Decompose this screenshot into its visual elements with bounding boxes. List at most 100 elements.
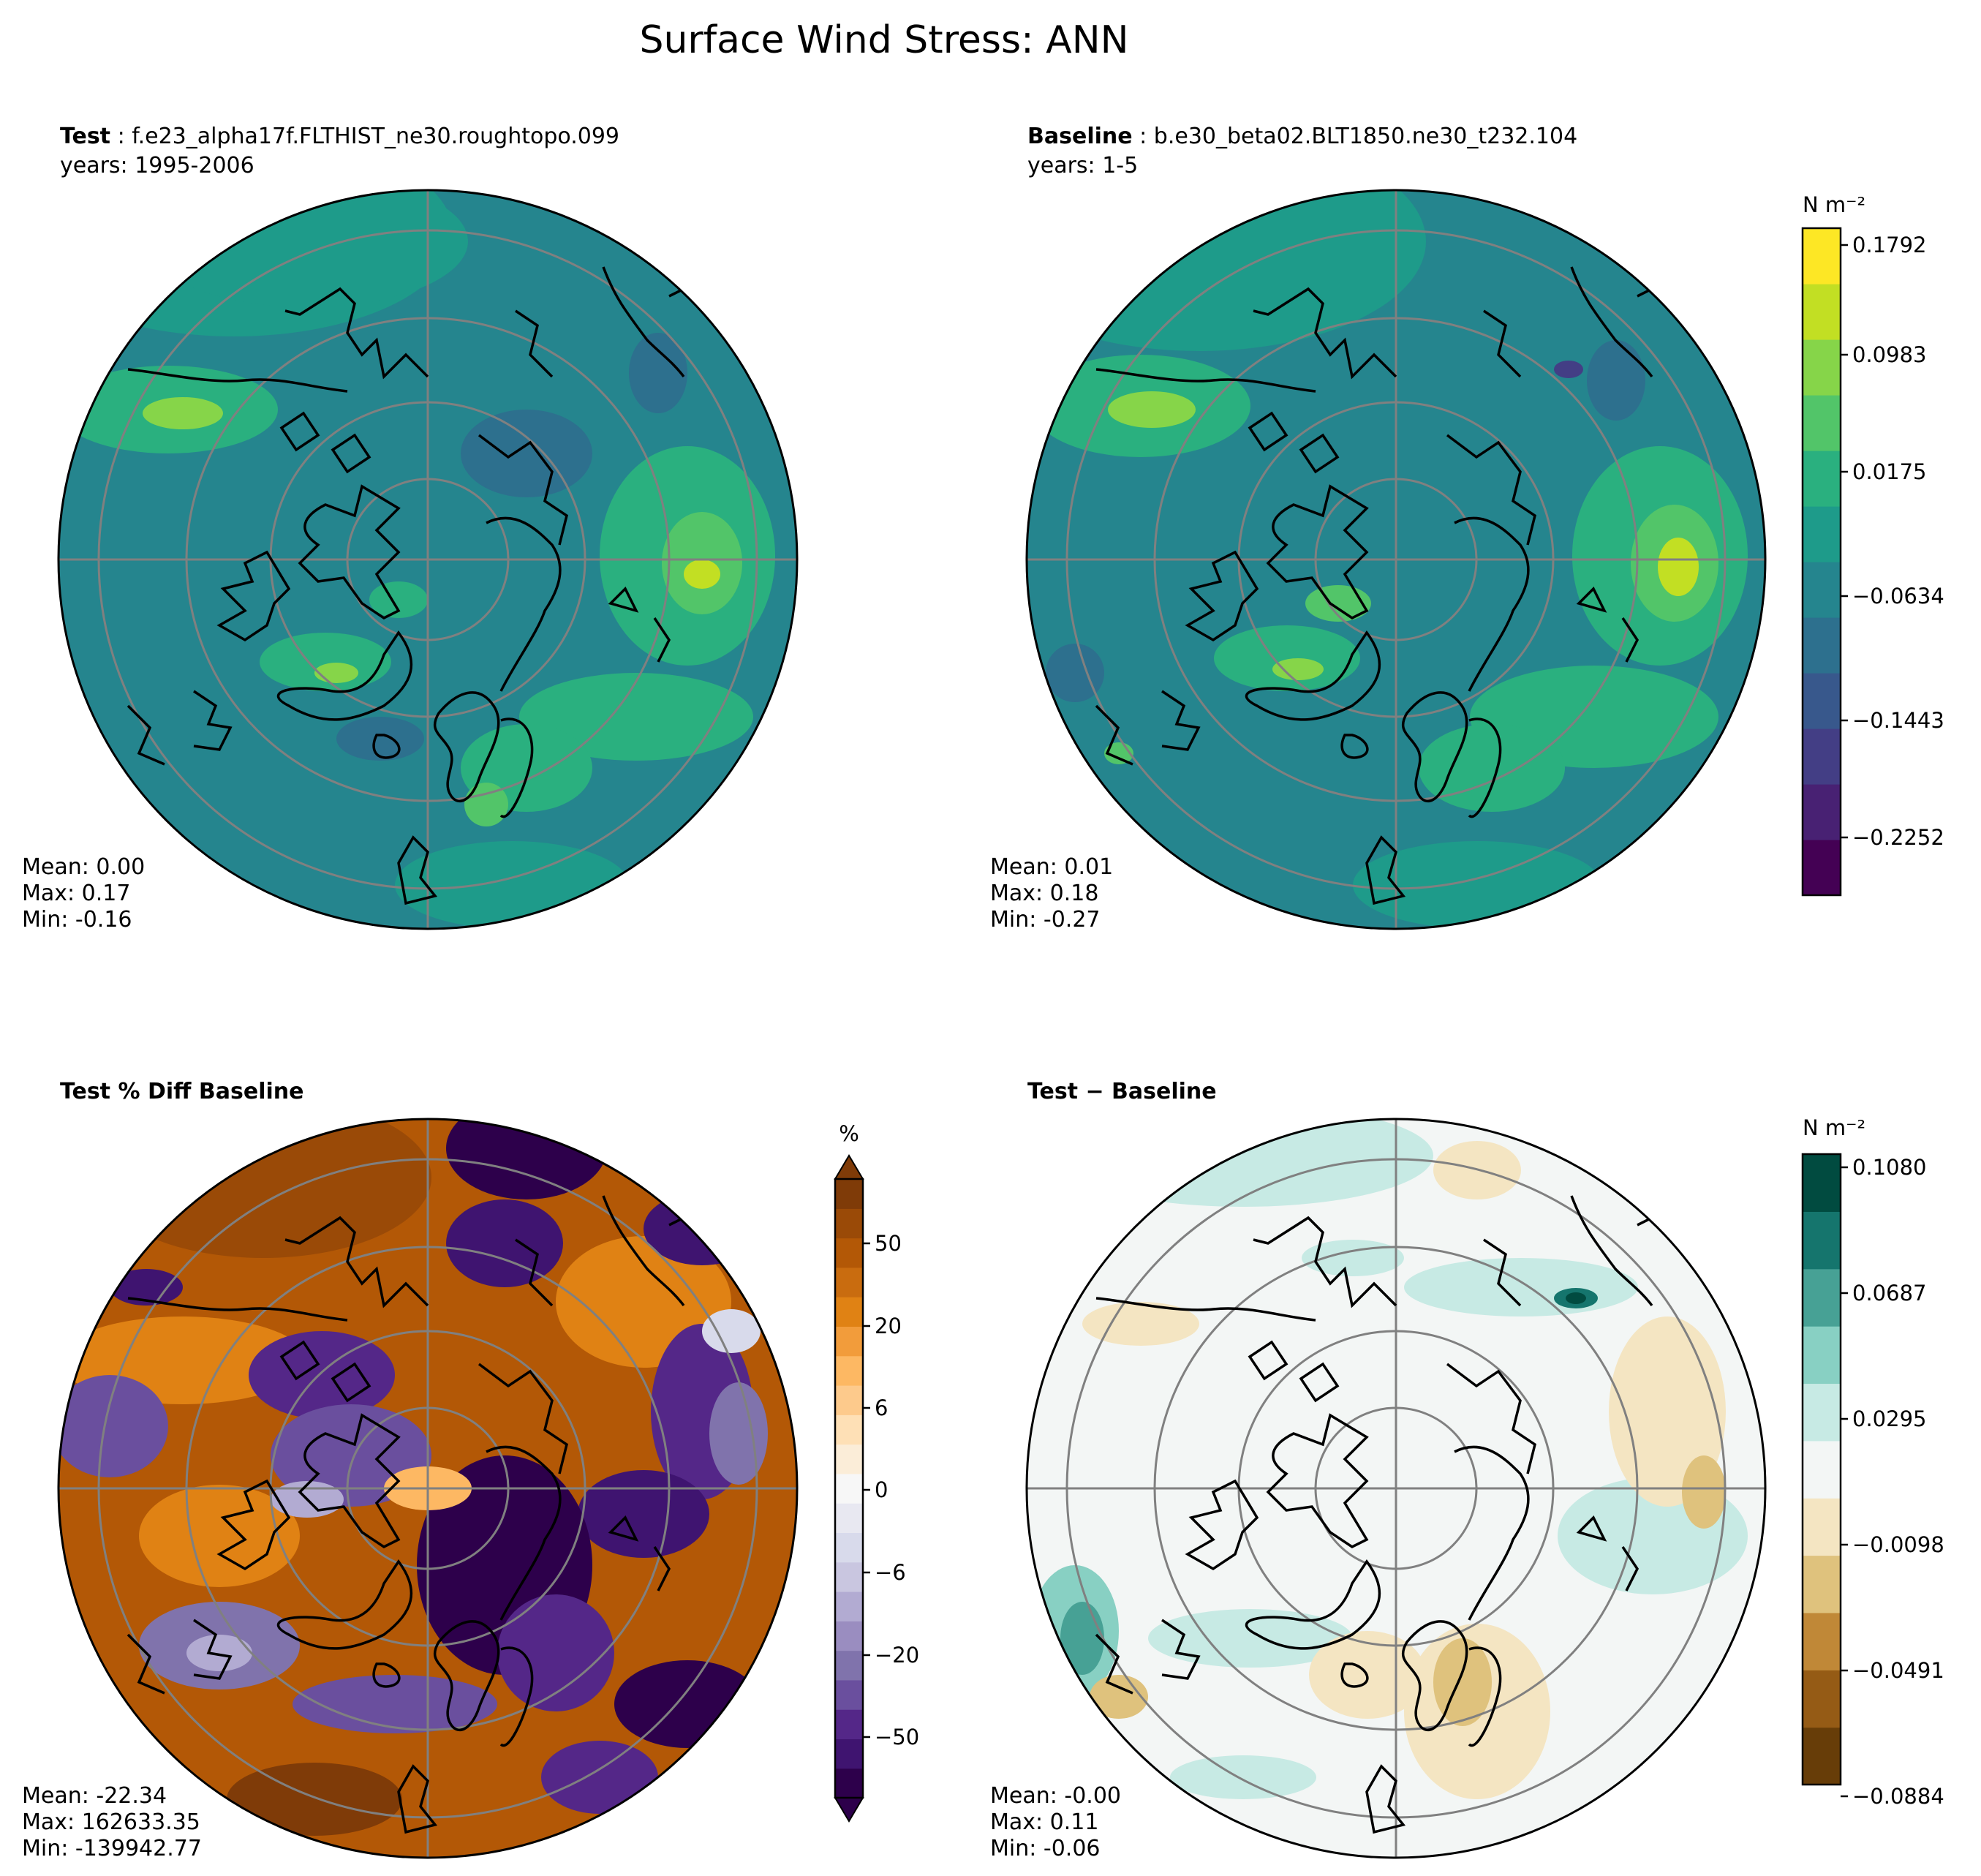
colorbar-pct-swatch: [835, 1267, 863, 1297]
colorbar-diff-swatch: [1803, 1670, 1841, 1728]
colorbar-diff-swatch: [1803, 1211, 1841, 1270]
colorbar-pct-swatch: [835, 1297, 863, 1327]
diff-stat-max: Max: 0.11: [990, 1809, 1098, 1835]
baseline-stat-max: Max: 0.18: [990, 881, 1098, 906]
colorbar-diff-swatch: [1803, 1612, 1841, 1670]
baseline-case: b.e30_beta02.BLT1850.ne30_t232.104: [1154, 124, 1577, 149]
colorbar-pct-swatch: [835, 1326, 863, 1357]
colorbar-main-swatch: [1803, 784, 1841, 840]
colorbar-pct-tick-label: 6: [875, 1395, 888, 1420]
test-title: Test : f.e23_alpha17f.FLTHIST_ne30.rough…: [60, 124, 619, 149]
colorbar-main-tick-label: −0.0634: [1852, 584, 1944, 609]
colorbar-main-unit: N m⁻²: [1803, 192, 1865, 217]
colorbar-diff-swatch: [1803, 1326, 1841, 1385]
colorbar-pct-tick-label: 20: [875, 1314, 902, 1338]
colorbar-diff-tick-label: 0.0295: [1852, 1406, 1926, 1431]
colorbar-pct-swatch: [835, 1621, 863, 1651]
colorbar-main-tick-label: −0.2252: [1852, 825, 1944, 850]
colorbar-pct: % 50 20 6 0 −6 −20 −50: [834, 1121, 919, 1823]
colorbar-main-swatch: [1803, 673, 1841, 729]
colorbar-pct-swatch: [835, 1650, 863, 1681]
colorbar-pct-tick-label: −50: [875, 1725, 919, 1749]
colorbar-pct-swatch: [835, 1179, 863, 1209]
test-label: Test: [60, 124, 110, 149]
colorbar-pct-swatch: [835, 1768, 863, 1798]
colorbar-main-swatch: [1803, 840, 1841, 896]
panel-pctdiff: Test % Diff Baseline: [22, 1079, 799, 1861]
colorbar-main-swatch: [1803, 339, 1841, 396]
baseline-stat-min: Min: -0.27: [990, 907, 1101, 933]
colorbar-diff-swatch: [1803, 1383, 1841, 1442]
colorbar-diff-tick-label: −0.0098: [1852, 1532, 1944, 1557]
colorbar-pct-tick-label: 50: [875, 1231, 902, 1256]
colorbar-pct-swatch: [835, 1503, 863, 1534]
colorbar-pct-swatch: [835, 1444, 863, 1474]
colorbar-pct-swatch: [835, 1532, 863, 1563]
colorbar-main-tick-label: 0.0175: [1852, 459, 1926, 484]
test-years: years: 1995-2006: [60, 153, 254, 178]
diff-stat-min: Min: -0.06: [990, 1836, 1101, 1861]
colorbar-pct-swatch: [835, 1473, 863, 1504]
pctdiff-stat-mean: Mean: -22.34: [22, 1783, 167, 1809]
colorbar-main-swatch: [1803, 506, 1841, 562]
colorbar-main-swatch: [1803, 395, 1841, 451]
baseline-stat-mean: Mean: 0.01: [990, 854, 1113, 880]
colorbar-pct-swatch: [835, 1738, 863, 1769]
pctdiff-title: Test % Diff Baseline: [60, 1079, 304, 1104]
baseline-years: years: 1-5: [1027, 153, 1138, 178]
diff-stat-mean: Mean: -0.00: [990, 1783, 1121, 1809]
colorbar-pct-swatch: [835, 1414, 863, 1445]
colorbar-pct-swatch: [835, 1562, 863, 1592]
colorbar-pct-swatch: [835, 1355, 863, 1386]
test-stat-max: Max: 0.17: [22, 881, 130, 906]
colorbar-pct-tick-label: 0: [875, 1477, 888, 1502]
colorbar-main-swatch: [1803, 617, 1841, 674]
colorbar-diff-tick-label: 0.1080: [1852, 1155, 1926, 1180]
colorbar-diff-swatch: [1803, 1555, 1841, 1613]
test-map-border: [57, 189, 799, 930]
test-map: [59, 190, 797, 929]
colorbar-main-tick-label: −0.1443: [1852, 708, 1944, 733]
colorbar-main: N m⁻² 0.1792 0.0983 0.0175 −0.0634 −0.1443 −0…: [1801, 192, 1944, 897]
figure-title: Surface Wind Stress: ANN: [639, 18, 1128, 62]
panel-diff: Test − Baseline: [990, 1079, 1767, 1861]
colorbar-pct-swatch: [835, 1385, 863, 1415]
pctdiff-stat-max: Max: 162633.35: [22, 1809, 200, 1835]
colorbar-diff-swatch: [1803, 1440, 1841, 1499]
colorbar-diff-tick-label: −0.0884: [1852, 1784, 1944, 1809]
diff-title: Test − Baseline: [1027, 1079, 1217, 1104]
colorbar-pct-swatch: [835, 1679, 863, 1710]
baseline-label: Baseline: [1027, 124, 1133, 149]
diff-graticule: [1027, 1119, 1765, 1858]
colorbar-diff-swatch: [1803, 1727, 1841, 1785]
colorbar-diff: N m⁻² 0.1080 0.0687 0.0295 −0.0098 −0.0491 −0…: [1801, 1115, 1944, 1809]
pctdiff-stat-min: Min: -139942.77: [22, 1836, 202, 1861]
colorbar-main-swatch: [1803, 284, 1841, 340]
pctdiff-map: [59, 1119, 797, 1858]
colorbar-pct-swatch: [835, 1591, 863, 1621]
test-case: f.e23_alpha17f.FLTHIST_ne30.roughtopo.09…: [132, 124, 619, 149]
panel-test: Test : f.e23_alpha17f.FLTHIST_ne30.rough…: [22, 124, 799, 933]
colorbar-diff-tick-label: 0.0687: [1852, 1281, 1926, 1306]
colorbar-diff-swatch: [1803, 1498, 1841, 1556]
panel-baseline: Baseline : b.e30_beta02.BLT1850.ne30_t23…: [990, 124, 1767, 933]
colorbar-diff-swatch: [1803, 1154, 1841, 1212]
diff-map-border: [1025, 1118, 1767, 1859]
colorbar-pct-swatch: [835, 1238, 863, 1268]
pctdiff-map-border: [57, 1118, 799, 1859]
test-stat-mean: Mean: 0.00: [22, 854, 145, 880]
colorbar-main-tick-label: 0.1792: [1852, 233, 1926, 257]
colorbar-pct-unit: %: [839, 1121, 859, 1146]
colorbar-diff-swatch: [1803, 1268, 1841, 1327]
colorbar-main-tick-label: 0.0983: [1852, 342, 1926, 367]
colorbar-pct-tick-label: −20: [875, 1643, 919, 1668]
colorbar-diff-tick-label: −0.0491: [1852, 1658, 1944, 1683]
colorbar-main-swatch: [1803, 562, 1841, 618]
colorbar-diff-unit: N m⁻²: [1803, 1115, 1865, 1140]
colorbar-pct-tick-label: −6: [875, 1560, 906, 1585]
colorbar-pct-swatch: [835, 1208, 863, 1239]
baseline-map: [1027, 190, 1765, 929]
baseline-map-border: [1025, 189, 1767, 930]
colorbar-pct-swatch: [835, 1709, 863, 1740]
